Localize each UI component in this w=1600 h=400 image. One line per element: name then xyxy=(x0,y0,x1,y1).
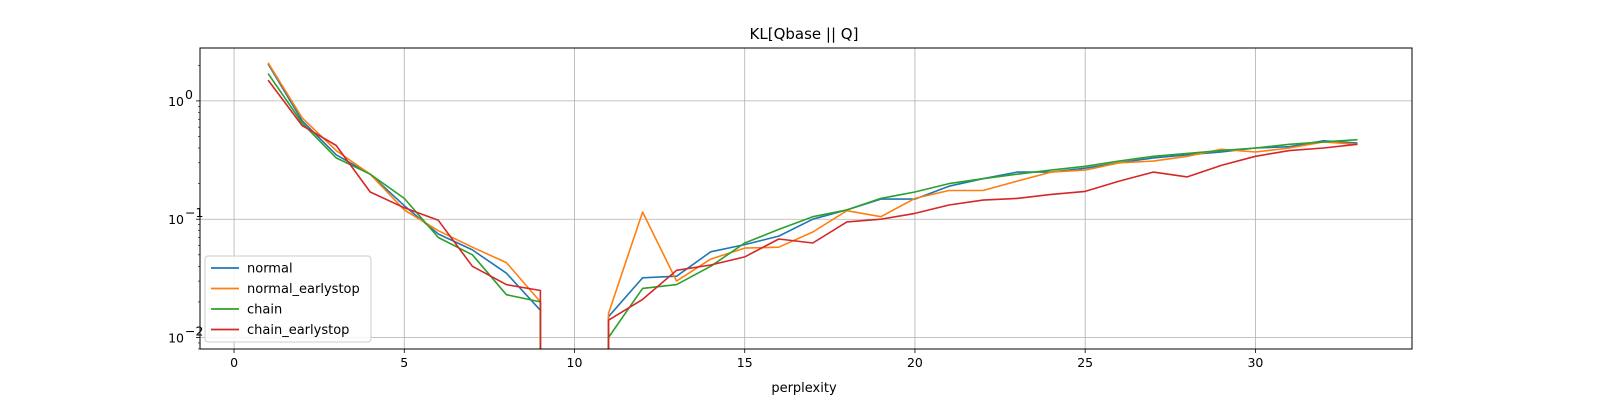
legend-label: chain xyxy=(247,303,282,318)
legend-label: chain_earlystop xyxy=(247,323,349,338)
series-line-chain-earlystop xyxy=(267,79,542,349)
plot-frame xyxy=(199,47,1413,350)
x-tick-label: 5 xyxy=(400,355,408,370)
y-tick-exponent: −1 xyxy=(185,205,203,220)
chart-title: KL[Qbase || Q] xyxy=(750,25,859,43)
legend-box xyxy=(204,255,372,343)
series-line-normal-earlystop xyxy=(267,62,542,349)
series-line-chain xyxy=(607,138,1358,349)
x-tick-label: 15 xyxy=(737,355,753,370)
series-layer xyxy=(267,62,1358,349)
y-tick-exponent: −2 xyxy=(185,324,203,339)
x-tick-label: 0 xyxy=(230,355,238,370)
x-tick-label: 30 xyxy=(1247,355,1263,370)
legend-label: normal_earlystop xyxy=(247,282,360,297)
series-line-chain xyxy=(267,73,542,349)
y-tick-label: 10 xyxy=(168,212,184,227)
x-tick-label: 25 xyxy=(1077,355,1093,370)
y-tick-exponent: 0 xyxy=(185,87,193,102)
series-line-normal xyxy=(607,140,1358,349)
x-axis: 0 5 10 15 20 25 30 xyxy=(230,349,1263,370)
x-tick-label: 20 xyxy=(907,355,923,370)
x-axis-label: perplexity xyxy=(771,381,837,396)
x-tick-label: 10 xyxy=(567,355,583,370)
y-tick-label: 10 xyxy=(168,331,184,346)
series-line-chain-earlystop xyxy=(607,143,1358,349)
legend-label: normal xyxy=(247,262,293,277)
y-tick-label: 10 xyxy=(168,94,184,109)
